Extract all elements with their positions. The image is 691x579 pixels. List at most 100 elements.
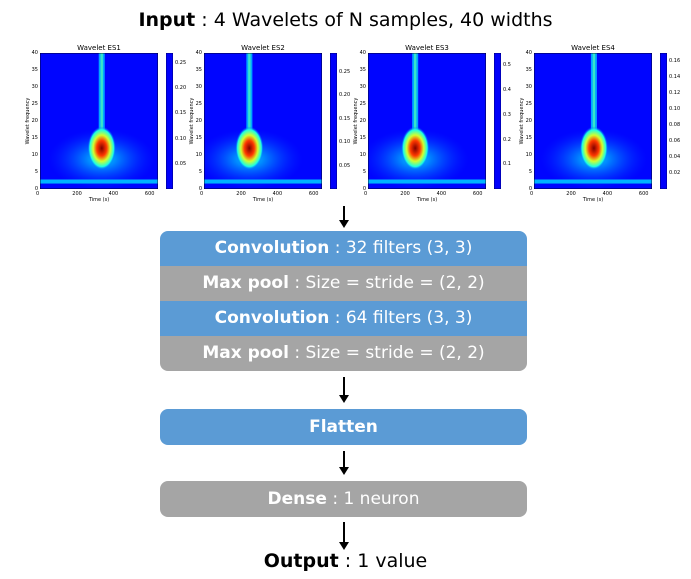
colorbar-tick: 0.14 bbox=[669, 74, 681, 80]
wavelet-heatmap bbox=[534, 53, 652, 189]
arrow-conv-to-flatten bbox=[339, 377, 349, 403]
wavelet-ytick: 0 bbox=[198, 186, 202, 192]
wavelet-ytick: 15 bbox=[525, 135, 532, 141]
colorbar-tick: 0.25 bbox=[339, 68, 351, 75]
wavelet-title: Wavelet ES4 bbox=[571, 44, 615, 52]
wavelet-colorbar bbox=[166, 53, 173, 189]
colorbar-tick: 0.10 bbox=[175, 135, 187, 142]
input-label: Input bbox=[138, 9, 196, 31]
wavelet-xtick: 0 bbox=[200, 191, 204, 197]
output-label: Output bbox=[263, 550, 339, 572]
wavelet-xlabel: Time (s) bbox=[88, 197, 110, 203]
maxpool2-name: Max pool bbox=[202, 343, 289, 363]
conv2-detail: : 64 filters (3, 3) bbox=[329, 308, 473, 328]
wavelet-ytick: 25 bbox=[31, 101, 38, 107]
maxpool2-detail: : Size = stride = (2, 2) bbox=[288, 343, 485, 363]
flatten-layer: Flatten bbox=[160, 409, 527, 445]
wavelet-ytick: 30 bbox=[525, 84, 532, 90]
wavelet-ytick: 40 bbox=[525, 50, 532, 56]
wavelet-ytick: 30 bbox=[31, 84, 38, 90]
wavelet-ytick: 40 bbox=[195, 50, 202, 56]
wavelet-colorbar bbox=[330, 53, 337, 189]
wavelet-xlabel: Time (s) bbox=[252, 197, 274, 203]
wavelet-colorbar bbox=[660, 53, 667, 189]
wavelet-ytick: 0 bbox=[34, 186, 38, 192]
arrow-input-to-conv bbox=[339, 206, 349, 228]
colorbar-tick: 0.04 bbox=[669, 154, 681, 160]
maxpool1-detail: : Size = stride = (2, 2) bbox=[288, 273, 485, 293]
wavelet-ytick: 35 bbox=[525, 67, 532, 73]
maxpool1-name: Max pool bbox=[202, 273, 289, 293]
colorbar-tick: 0.15 bbox=[175, 110, 187, 117]
output-text: : 1 value bbox=[338, 550, 428, 572]
wavelet-ytick: 15 bbox=[31, 135, 38, 141]
colorbar-tick: 0.25 bbox=[175, 60, 187, 67]
colorbar-tick: 0.10 bbox=[339, 139, 351, 146]
wavelet-xtick: 200 bbox=[72, 191, 82, 197]
colorbar-tick: 0.2 bbox=[503, 136, 511, 143]
conv2-name: Convolution bbox=[214, 308, 330, 328]
wavelet-ytick: 5 bbox=[34, 169, 38, 175]
dense-layer: Dense : 1 neuron bbox=[160, 481, 527, 517]
wavelet-ytick: 5 bbox=[198, 169, 202, 175]
colorbar-tick: 0.06 bbox=[669, 138, 681, 144]
wavelet-xtick: 200 bbox=[236, 191, 246, 197]
dense-detail: : 1 neuron bbox=[326, 489, 420, 509]
colorbar-tick: 0.15 bbox=[339, 115, 351, 122]
maxpool2-layer: Max pool : Size = stride = (2, 2) bbox=[160, 336, 527, 371]
wavelet-ylabel: Wavelet frequency bbox=[25, 97, 31, 145]
colorbar-tick: 0.20 bbox=[339, 92, 351, 99]
wavelet-ytick: 0 bbox=[528, 186, 532, 192]
flatten-name: Flatten bbox=[309, 417, 378, 437]
colorbar-tick: 0.3 bbox=[503, 111, 511, 118]
wavelet-title: Wavelet ES2 bbox=[241, 44, 285, 52]
colorbar-tick: 0.20 bbox=[175, 85, 187, 92]
wavelet-ytick: 35 bbox=[31, 67, 38, 73]
colorbar-tick: 0.12 bbox=[669, 90, 681, 96]
conv1-layer: Convolution : 32 filters (3, 3) bbox=[160, 231, 527, 266]
colorbar-tick: 0.1 bbox=[503, 161, 511, 168]
conv1-detail: : 32 filters (3, 3) bbox=[329, 238, 473, 258]
maxpool1-layer: Max pool : Size = stride = (2, 2) bbox=[160, 266, 527, 301]
wavelet-xtick: 0 bbox=[364, 191, 368, 197]
wavelet-ytick: 15 bbox=[195, 135, 202, 141]
wavelet-xtick: 0 bbox=[530, 191, 534, 197]
wavelet-heatmap bbox=[40, 53, 158, 189]
wavelet-xtick: 600 bbox=[638, 191, 649, 197]
wavelet-xlabel: Time (s) bbox=[416, 197, 438, 203]
wavelet-heatmap bbox=[204, 53, 322, 189]
input-title: Input : 4 Wavelets of N samples, 40 widt… bbox=[0, 9, 691, 31]
wavelet-xlabel: Time (s) bbox=[582, 197, 604, 203]
wavelet-xtick: 0 bbox=[36, 191, 40, 197]
wavelet-xtick: 400 bbox=[108, 191, 119, 197]
wavelet-ytick: 10 bbox=[525, 152, 532, 158]
arrow-flatten-to-dense bbox=[339, 451, 349, 475]
wavelet-colorbar bbox=[494, 53, 501, 189]
output-title: Output : 1 value bbox=[0, 550, 691, 572]
wavelet-xtick: 400 bbox=[436, 191, 447, 197]
wavelet-ytick: 20 bbox=[525, 118, 532, 124]
wavelet-ytick: 0 bbox=[362, 186, 366, 192]
conv1-name: Convolution bbox=[214, 238, 330, 258]
wavelet-xtick: 600 bbox=[472, 191, 483, 197]
wavelet-ytick: 25 bbox=[359, 101, 366, 107]
wavelet-xtick: 400 bbox=[602, 191, 613, 197]
wavelet-ytick: 20 bbox=[195, 118, 202, 124]
wavelet-xtick: 600 bbox=[144, 191, 155, 197]
wavelet-xtick: 200 bbox=[400, 191, 410, 197]
wavelet-ytick: 25 bbox=[195, 101, 202, 107]
wavelet-ytick: 10 bbox=[31, 152, 38, 158]
wavelet-ytick: 25 bbox=[525, 101, 532, 107]
wavelet-ytick: 10 bbox=[359, 152, 366, 158]
conv-block: Convolution : 32 filters (3, 3) Max pool… bbox=[160, 231, 527, 371]
colorbar-tick: 0.02 bbox=[669, 170, 681, 176]
colorbar-tick: 0.05 bbox=[175, 160, 187, 167]
wavelet-plot-es2: Wavelet ES2 bbox=[184, 44, 352, 204]
wavelet-ytick: 35 bbox=[195, 67, 202, 73]
colorbar-tick: 0.5 bbox=[503, 62, 511, 69]
wavelet-ytick: 40 bbox=[31, 50, 38, 56]
wavelet-plot-es1: Wavelet ES1 bbox=[20, 44, 188, 204]
wavelet-xtick: 400 bbox=[272, 191, 283, 197]
input-text: : 4 Wavelets of N samples, 40 widths bbox=[195, 9, 553, 31]
wavelet-ytick: 35 bbox=[359, 67, 366, 73]
